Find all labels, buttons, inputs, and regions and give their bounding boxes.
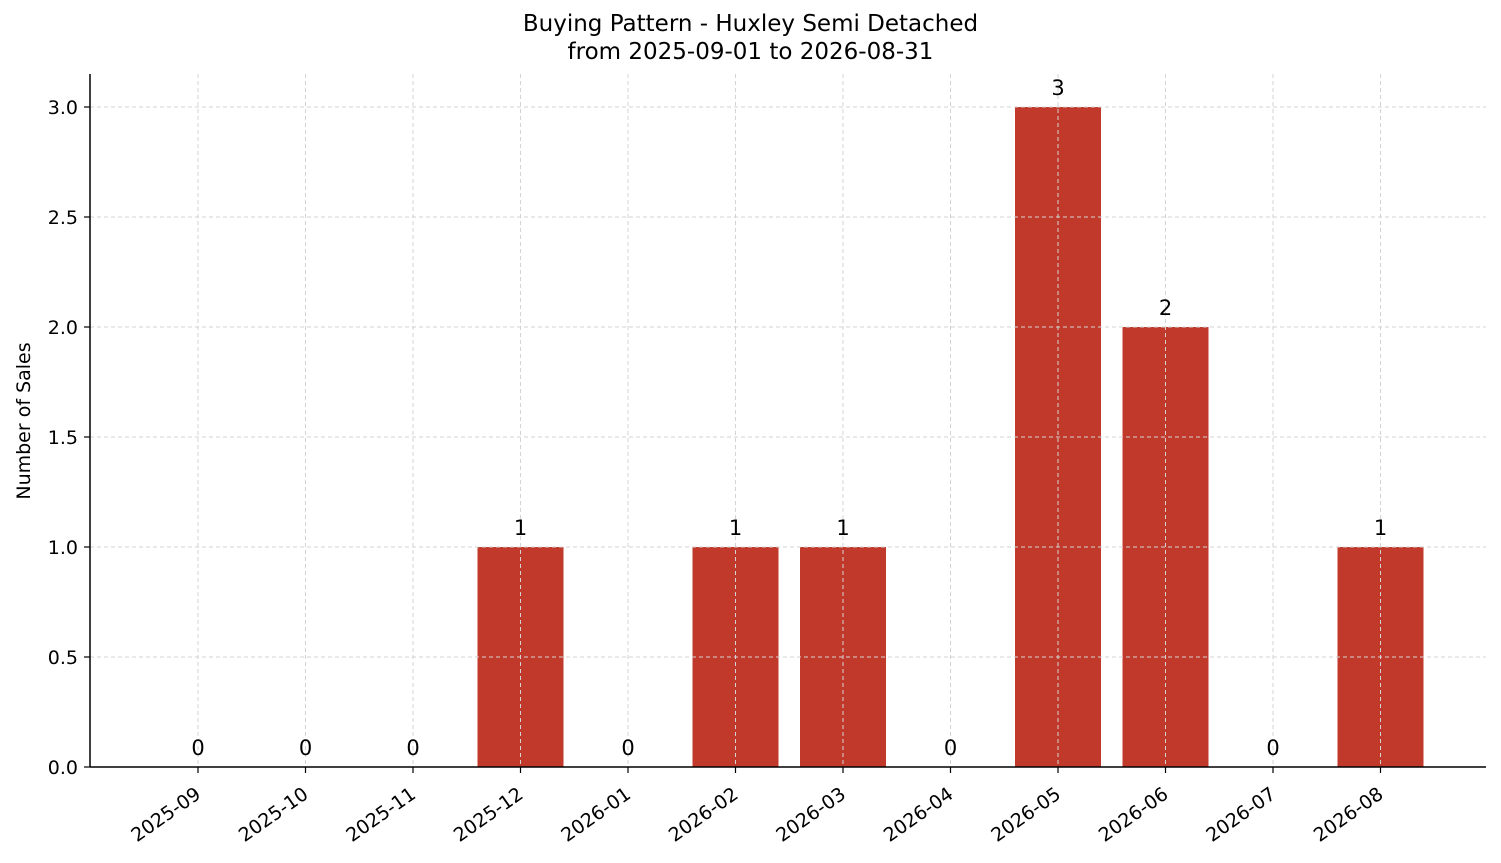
y-tick-label: 2.0 xyxy=(48,317,78,339)
x-tick-label: 2026-04 xyxy=(880,783,958,847)
gridlines xyxy=(90,74,1486,768)
y-tick-label: 1.5 xyxy=(48,427,78,449)
x-tick-label: 2025-10 xyxy=(235,783,313,847)
y-tick-label: 0.5 xyxy=(48,647,78,669)
y-tick-label: 3.0 xyxy=(48,97,78,119)
chart-title-block: Buying Pattern - Huxley Semi Detached fr… xyxy=(0,10,1501,66)
bar-value-label: 0 xyxy=(621,736,634,760)
x-tick-label: 2026-02 xyxy=(665,783,743,847)
bar-value-label: 0 xyxy=(1266,736,1279,760)
bar-value-label: 1 xyxy=(729,516,742,540)
bar-value-label: 0 xyxy=(944,736,957,760)
x-tick-label: 2025-12 xyxy=(450,783,528,847)
y-axis-label: Number of Sales xyxy=(13,342,35,499)
bar-value-label: 1 xyxy=(1374,516,1387,540)
x-tick-label: 2026-01 xyxy=(557,783,635,847)
bar-value-label: 0 xyxy=(299,736,312,760)
bar-value-label: 0 xyxy=(191,736,204,760)
bar-value-label: 1 xyxy=(836,516,849,540)
bar-value-label: 2 xyxy=(1159,296,1172,320)
chart-title: Buying Pattern - Huxley Semi Detached xyxy=(522,11,979,37)
bar-value-label: 1 xyxy=(514,516,527,540)
y-tick-label: 2.5 xyxy=(48,207,78,229)
x-tick-label: 2026-05 xyxy=(987,783,1065,847)
axes xyxy=(84,74,1486,773)
x-tick-label: 2026-08 xyxy=(1310,783,1388,847)
x-tick-label: 2025-11 xyxy=(342,783,420,847)
bar-value-label: 0 xyxy=(406,736,419,760)
x-tick-label: 2026-07 xyxy=(1202,783,1280,847)
chart-subtitle: from 2025-09-01 to 2026-08-31 xyxy=(567,39,934,65)
y-tick-label: 0.0 xyxy=(48,757,78,779)
bar-value-label: 3 xyxy=(1051,76,1064,100)
x-tick-label: 2026-06 xyxy=(1095,783,1173,847)
y-tick-label: 1.0 xyxy=(48,537,78,559)
x-tick-label: 2025-09 xyxy=(127,783,205,847)
x-tick-label: 2026-03 xyxy=(772,783,850,847)
